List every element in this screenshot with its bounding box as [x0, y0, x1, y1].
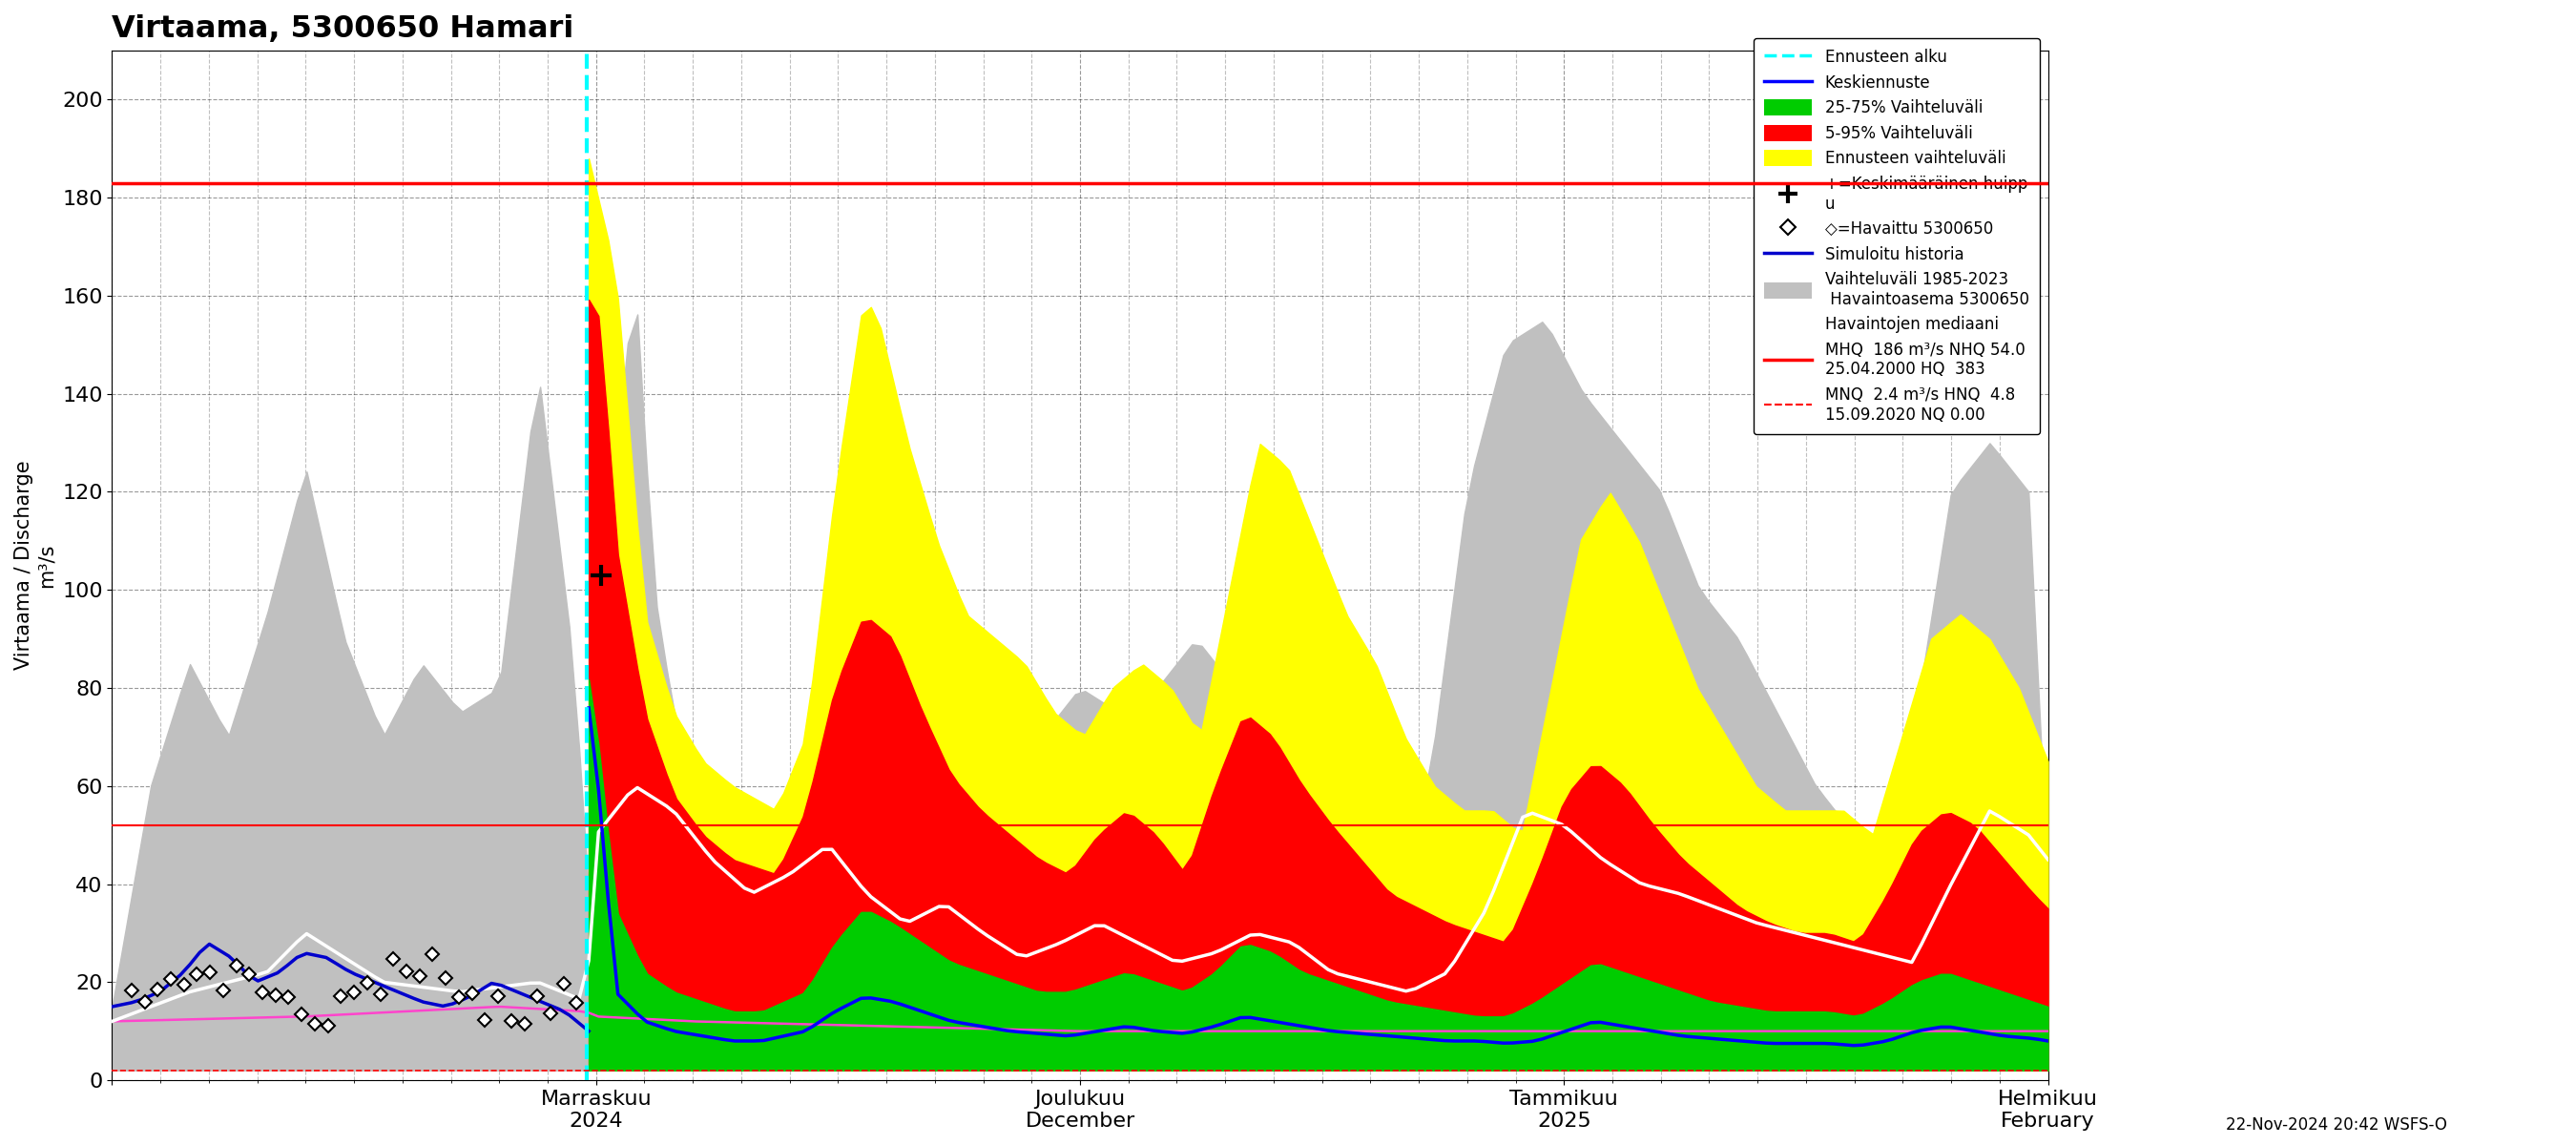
Legend: Ennusteen alku, Keskiennuste, 25-75% Vaihteluväli, 5-95% Vaihteluväli, Ennusteen: Ennusteen alku, Keskiennuste, 25-75% Vai…	[1754, 38, 2040, 434]
Text: 22-Nov-2024 20:42 WSFS-O: 22-Nov-2024 20:42 WSFS-O	[2226, 1116, 2447, 1134]
Text: Virtaama, 5300650 Hamari: Virtaama, 5300650 Hamari	[113, 14, 574, 44]
Y-axis label: Virtaama / Discharge
m³/s: Virtaama / Discharge m³/s	[15, 460, 57, 670]
